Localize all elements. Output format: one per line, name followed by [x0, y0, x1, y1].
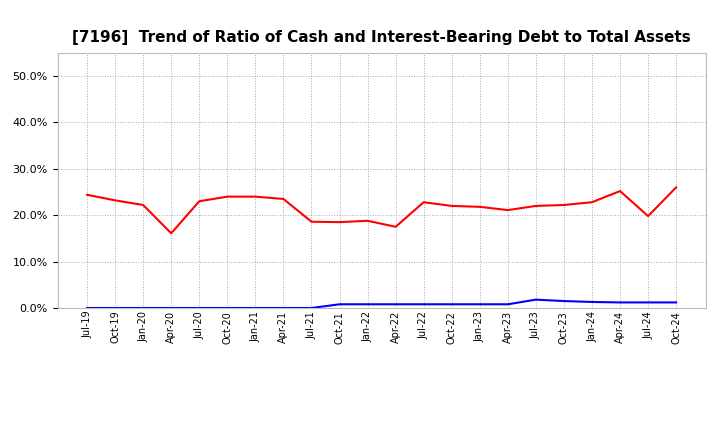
Interest-Bearing Debt	[251, 305, 260, 311]
Interest-Bearing Debt	[588, 299, 596, 304]
Cash	[279, 196, 288, 202]
Interest-Bearing Debt	[503, 302, 512, 307]
Cash	[251, 194, 260, 199]
Line: Cash: Cash	[87, 187, 676, 233]
Interest-Bearing Debt	[307, 305, 316, 311]
Interest-Bearing Debt	[644, 300, 652, 305]
Cash	[644, 213, 652, 219]
Interest-Bearing Debt	[616, 300, 624, 305]
Cash	[139, 202, 148, 208]
Cash	[503, 207, 512, 213]
Cash	[447, 203, 456, 209]
Title: [7196]  Trend of Ratio of Cash and Interest-Bearing Debt to Total Assets: [7196] Trend of Ratio of Cash and Intere…	[72, 29, 691, 45]
Cash	[83, 192, 91, 198]
Cash	[616, 188, 624, 194]
Cash	[531, 203, 540, 209]
Cash	[391, 224, 400, 229]
Interest-Bearing Debt	[195, 305, 204, 311]
Cash	[364, 218, 372, 224]
Interest-Bearing Debt	[83, 305, 91, 311]
Interest-Bearing Debt	[559, 298, 568, 304]
Interest-Bearing Debt	[336, 302, 344, 307]
Line: Interest-Bearing Debt: Interest-Bearing Debt	[87, 300, 676, 308]
Cash	[111, 198, 120, 203]
Cash	[307, 219, 316, 224]
Interest-Bearing Debt	[672, 300, 680, 305]
Cash	[223, 194, 232, 199]
Cash	[559, 202, 568, 208]
Interest-Bearing Debt	[364, 302, 372, 307]
Cash	[588, 200, 596, 205]
Interest-Bearing Debt	[139, 305, 148, 311]
Interest-Bearing Debt	[167, 305, 176, 311]
Cash	[672, 185, 680, 190]
Interest-Bearing Debt	[111, 305, 120, 311]
Cash	[475, 204, 484, 209]
Cash	[336, 220, 344, 225]
Cash	[419, 200, 428, 205]
Interest-Bearing Debt	[475, 302, 484, 307]
Interest-Bearing Debt	[223, 305, 232, 311]
Interest-Bearing Debt	[391, 302, 400, 307]
Interest-Bearing Debt	[419, 302, 428, 307]
Cash	[167, 231, 176, 236]
Interest-Bearing Debt	[531, 297, 540, 302]
Interest-Bearing Debt	[447, 302, 456, 307]
Cash	[195, 198, 204, 204]
Interest-Bearing Debt	[279, 305, 288, 311]
